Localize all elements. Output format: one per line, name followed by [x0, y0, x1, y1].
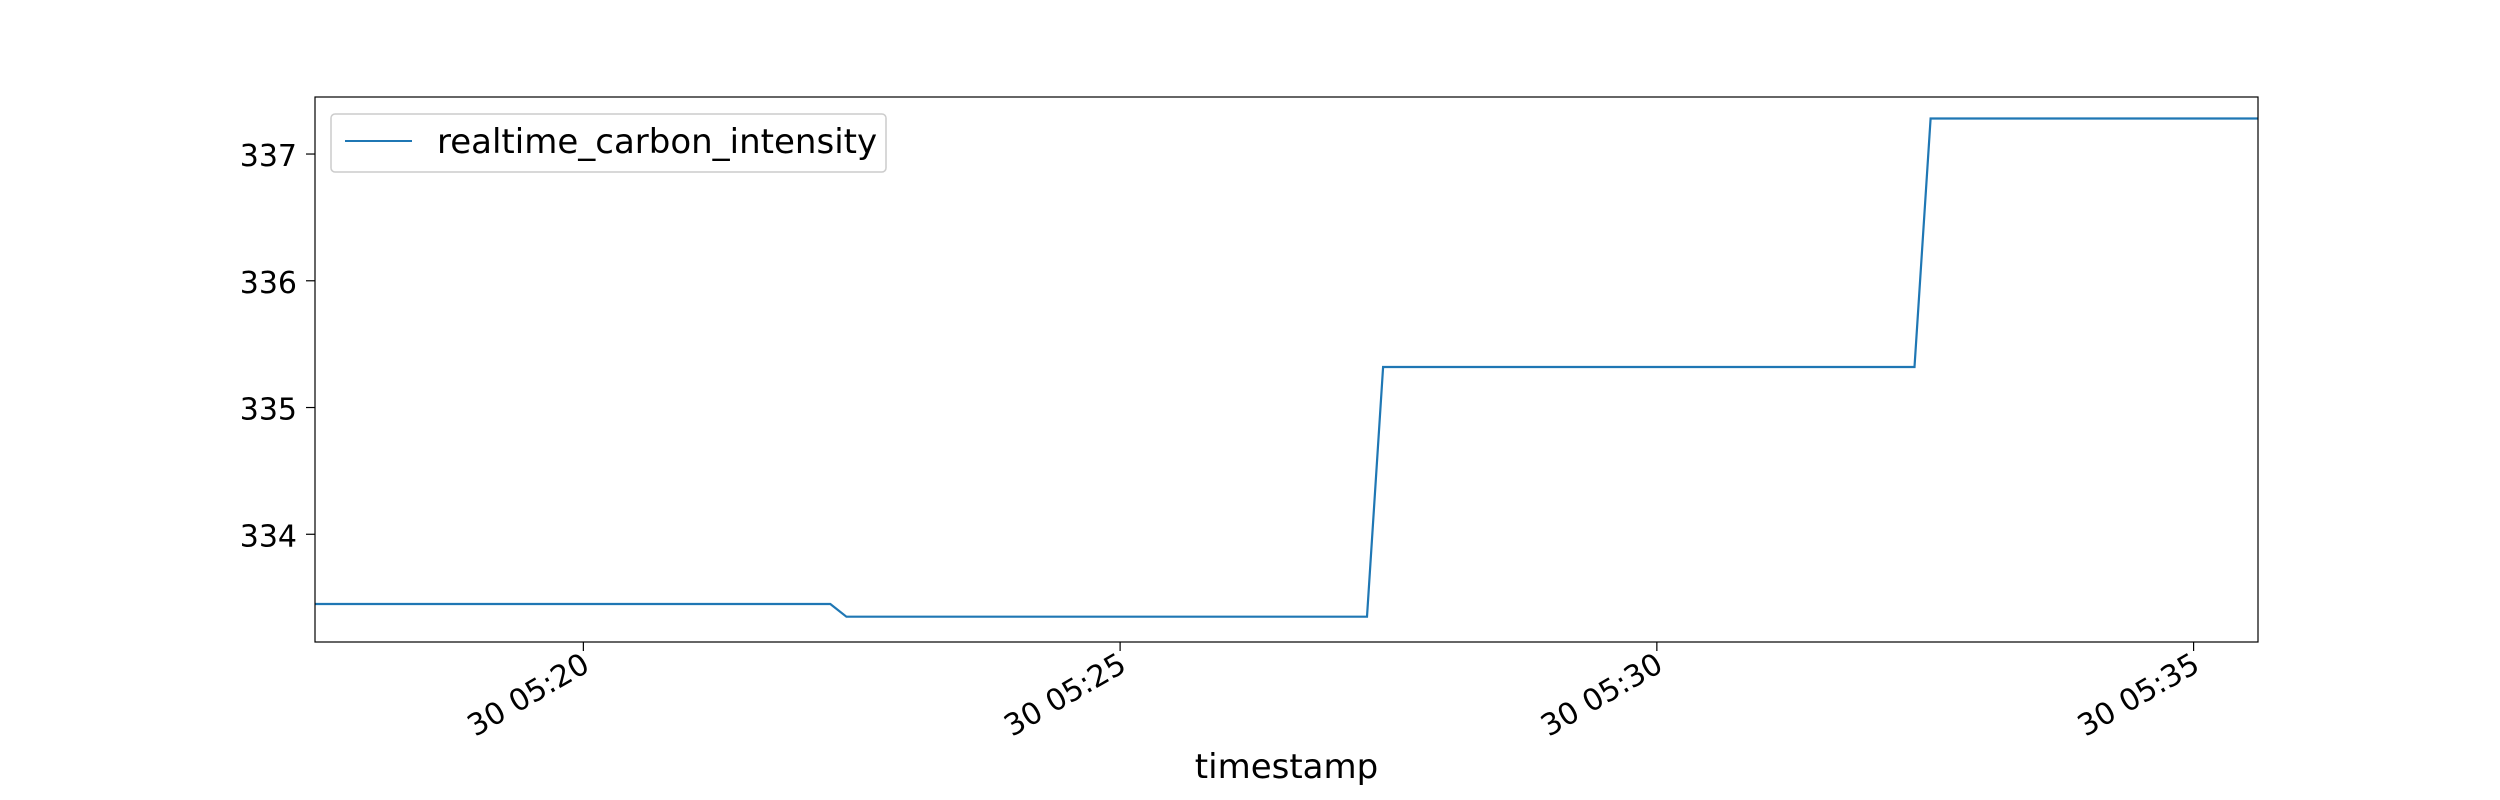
y-tick-label: 335	[240, 393, 297, 428]
y-tick-label: 334	[240, 519, 297, 554]
y-axis: 334 335 336 337	[240, 139, 315, 554]
legend-label: realtime_carbon_intensity	[437, 122, 877, 162]
series-layer	[315, 117, 2258, 618]
y-tick-label: 336	[240, 266, 297, 301]
series-line-0	[315, 117, 2258, 618]
y-tick-label: 337	[240, 139, 297, 174]
x-axis-label: timestamp	[1195, 747, 1378, 787]
legend-box	[330, 113, 887, 173]
plot-area-frame	[314, 96, 2259, 643]
legend: realtime_carbon_intensity	[330, 113, 887, 173]
